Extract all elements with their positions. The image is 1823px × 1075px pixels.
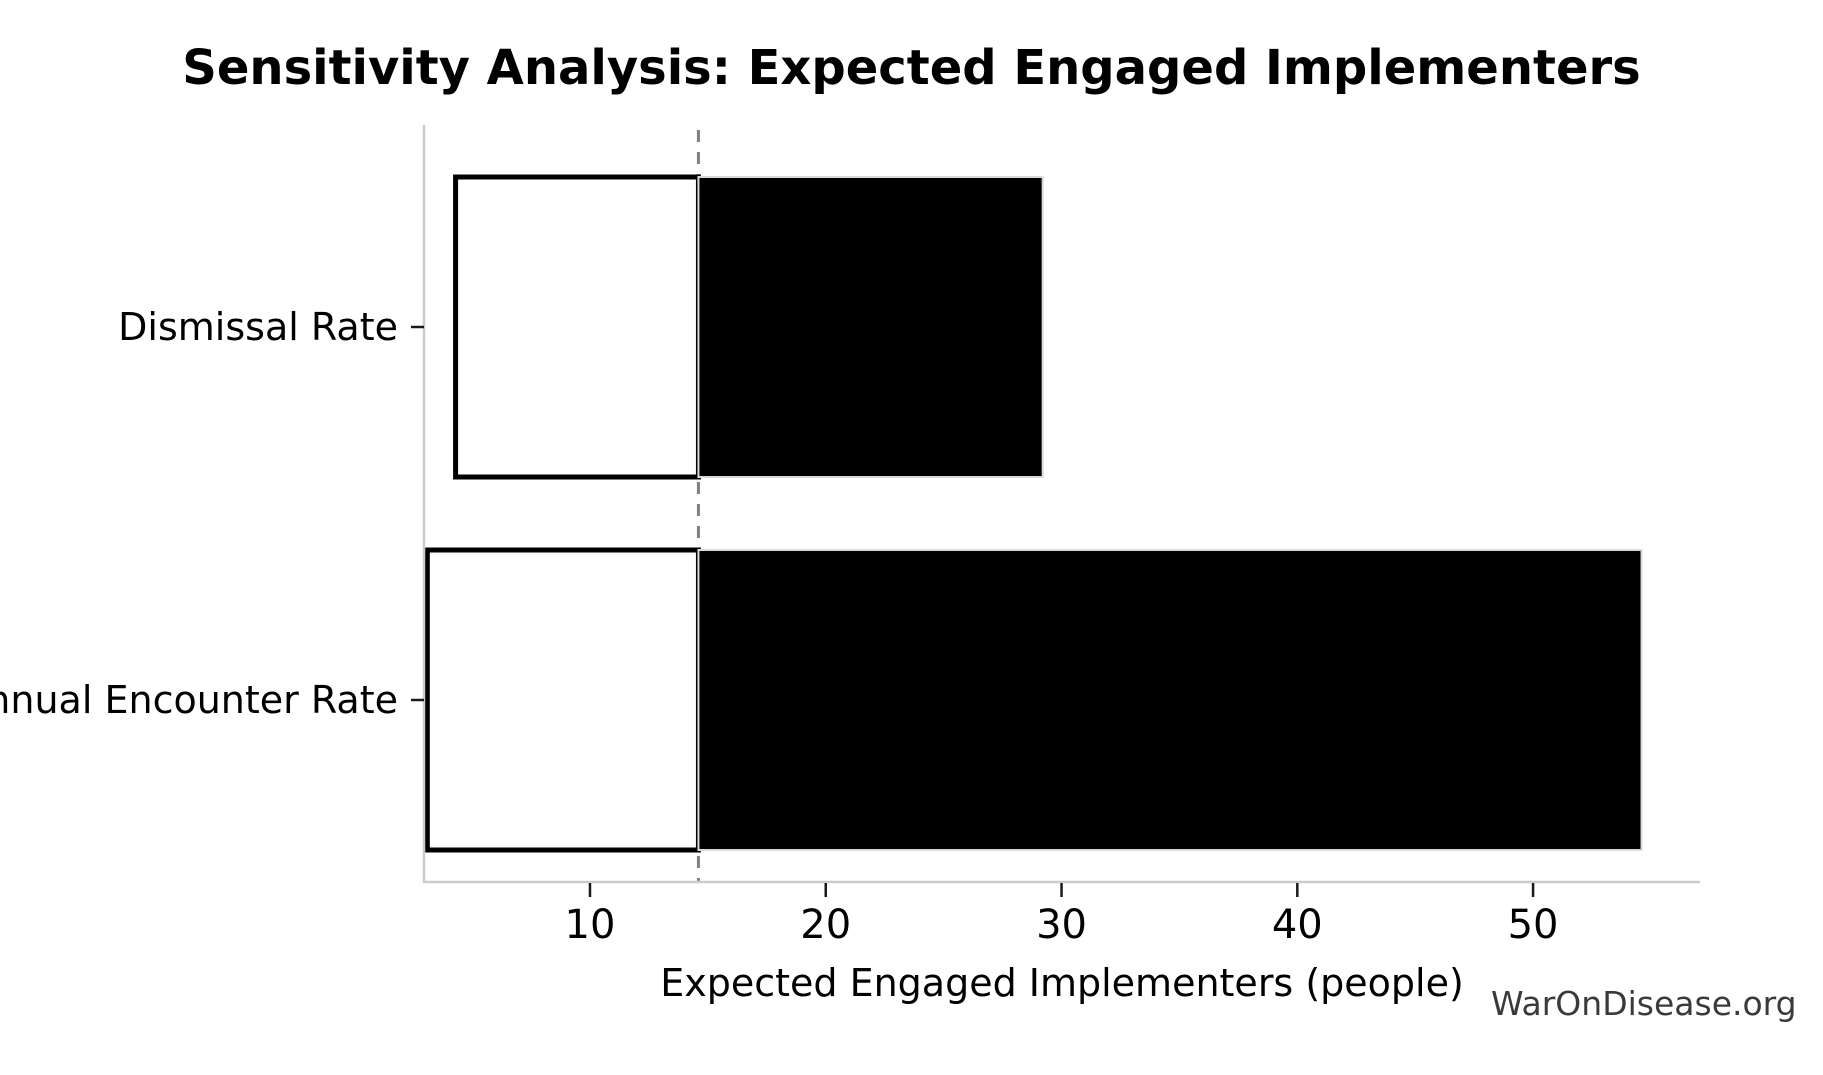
bar-low-1 bbox=[424, 547, 701, 853]
bar-low-0 bbox=[453, 174, 701, 480]
y-category-label-1: Annual Encounter Rate bbox=[0, 678, 398, 722]
bar-high-1 bbox=[697, 549, 1643, 851]
y-category-label-0: Dismissal Rate bbox=[118, 305, 398, 349]
x-axis-label: Expected Engaged Implementers (people) bbox=[660, 961, 1464, 1005]
x-tick-label-30: 30 bbox=[1036, 902, 1087, 948]
chart-title: Sensitivity Analysis: Expected Engaged I… bbox=[182, 40, 1641, 96]
x-tick-label-20: 20 bbox=[800, 902, 851, 948]
watermark: WarOnDisease.org bbox=[1491, 984, 1797, 1023]
bar-high-0 bbox=[697, 176, 1044, 478]
x-tick-label-10: 10 bbox=[565, 902, 616, 948]
x-tick-label-40: 40 bbox=[1272, 902, 1323, 948]
x-tick-label-50: 50 bbox=[1508, 902, 1559, 948]
